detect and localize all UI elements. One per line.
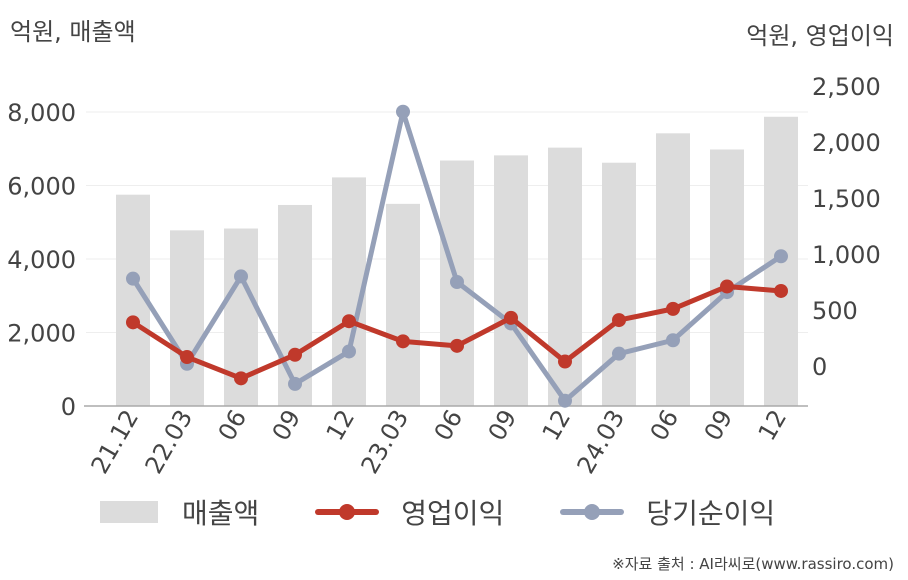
bar-revenue <box>170 230 204 406</box>
x-axis-tick-label: 23.03 <box>356 405 415 479</box>
legend-label-operating-profit: 영업이익 <box>401 497 505 530</box>
right-axis-tick-label: 500 <box>812 297 858 325</box>
bar-revenue <box>656 133 690 406</box>
bar-revenue <box>386 203 420 406</box>
net-income-point <box>774 249 788 264</box>
legend-item-operating-profit: 영업이익 <box>315 492 504 532</box>
bar-revenue <box>494 155 528 406</box>
x-axis-tick-label: 06 <box>213 405 253 445</box>
x-axis-tick-label: 06 <box>645 405 685 445</box>
operating-profit-point <box>720 279 734 294</box>
x-axis-tick-label: 12 <box>753 405 793 445</box>
right-axis-tick-label: 0 <box>812 353 827 381</box>
operating-profit-point <box>342 314 356 329</box>
operating-profit-point <box>612 313 626 328</box>
right-axis-tick-label: 2,000 <box>812 129 881 157</box>
x-axis-tick-label: 06 <box>429 405 469 445</box>
operating-profit-point <box>558 354 572 369</box>
bar-revenue <box>602 162 636 406</box>
net-income-point <box>234 269 248 284</box>
operating-profit-point <box>450 338 464 353</box>
legend-bar-swatch <box>100 501 158 523</box>
left-axis-tick-label: 8,000 <box>7 99 76 127</box>
net-income-point <box>666 333 680 348</box>
left-axis-tick-label: 6,000 <box>7 173 76 201</box>
x-axis-tick-label: 21.12 <box>86 405 145 479</box>
x-axis-tick-label: 09 <box>267 405 307 445</box>
x-axis-tick-label: 09 <box>483 405 523 445</box>
net-income-point <box>612 346 626 361</box>
net-income-point <box>126 271 140 286</box>
legend-line-swatch-net <box>560 500 625 524</box>
operating-profit-point <box>180 350 194 365</box>
left-axis-tick-label: 2,000 <box>7 320 76 348</box>
net-income-point <box>288 376 302 391</box>
source-credit: ※자료 출처 : AI라씨로(www.rassiro.com) <box>612 555 894 573</box>
right-axis-tick-label: 1,000 <box>812 241 881 269</box>
operating-profit-point <box>234 371 248 386</box>
net-income-point <box>558 393 572 408</box>
legend-label-revenue: 매출액 <box>182 497 260 530</box>
net-income-point <box>342 344 356 359</box>
bar-revenue <box>710 149 744 407</box>
operating-profit-point <box>288 347 302 362</box>
left-axis-tick-label: 0 <box>61 393 76 421</box>
chart-legend: 매출액 영업이익 당기순이익 <box>100 492 831 532</box>
net-income-point <box>396 104 410 119</box>
operating-profit-point <box>396 334 410 349</box>
operating-profit-point <box>504 310 518 325</box>
net-income-point <box>450 275 464 289</box>
left-axis-tick-label: 4,000 <box>7 246 76 274</box>
right-axis-unit-label: 억원, 영업이익 <box>746 22 894 50</box>
x-axis-tick-label: 12 <box>537 405 577 445</box>
x-axis-tick-label: 22.03 <box>140 405 199 479</box>
legend-label-net-income: 당기순이익 <box>646 497 776 530</box>
right-axis-tick-label: 2,500 <box>812 73 881 101</box>
operating-profit-point <box>126 315 140 330</box>
bar-revenue <box>278 204 312 406</box>
operating-profit-point <box>774 283 788 298</box>
legend-item-net-income: 당기순이익 <box>560 492 775 532</box>
legend-line-swatch-operating <box>315 500 380 524</box>
x-axis-tick-label: 24.03 <box>572 405 631 479</box>
x-axis-tick-label: 09 <box>699 405 739 445</box>
left-axis-unit-label: 억원, 매출액 <box>10 18 136 46</box>
x-axis-tick-label: 12 <box>321 405 361 445</box>
operating-profit-point <box>666 301 680 316</box>
legend-item-revenue: 매출액 <box>100 492 259 532</box>
right-axis-tick-label: 1,500 <box>812 185 881 213</box>
